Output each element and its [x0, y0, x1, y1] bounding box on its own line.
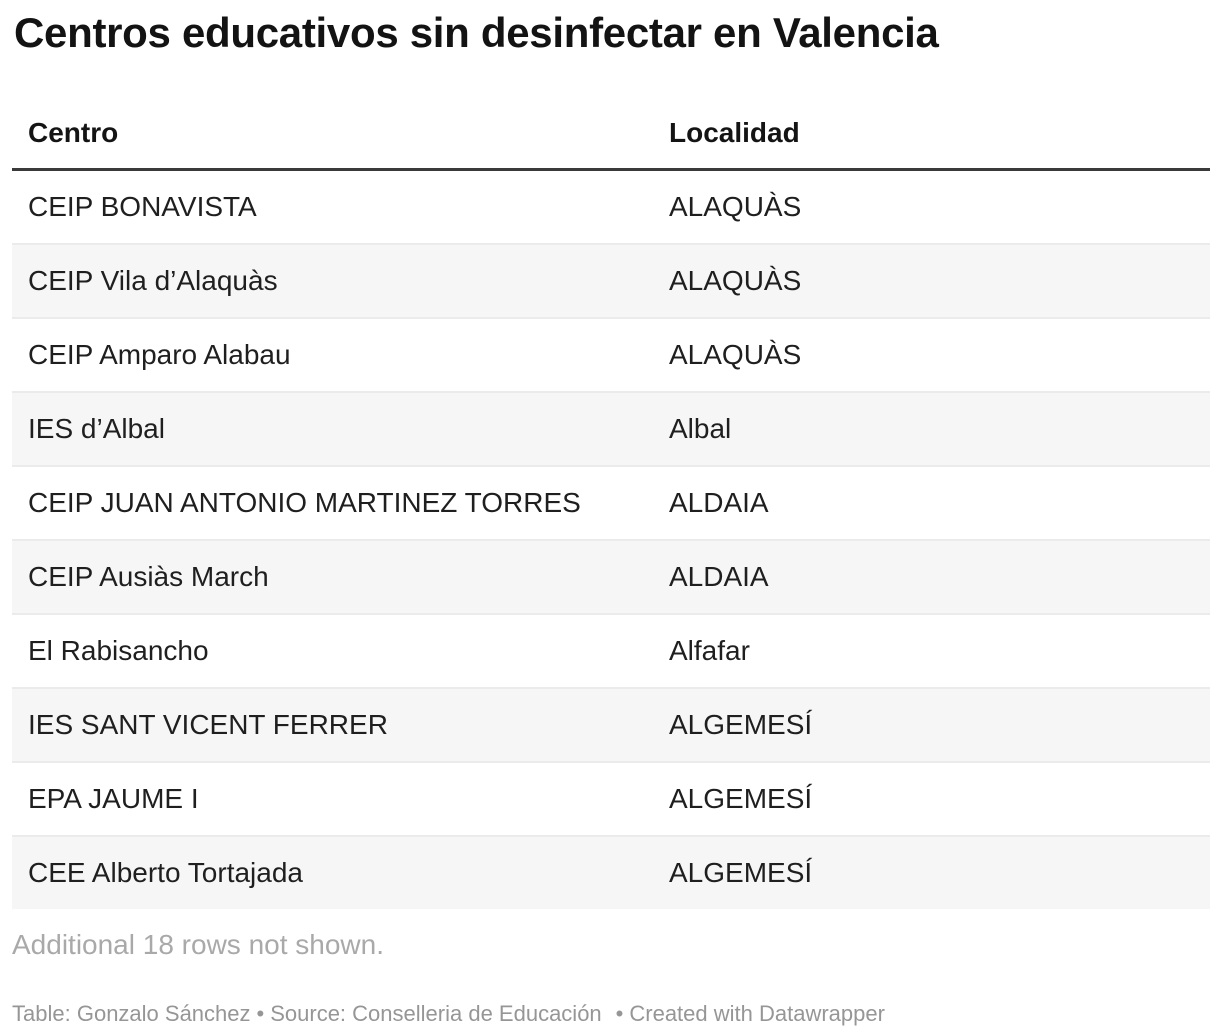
- bullet-separator: •: [256, 1001, 265, 1027]
- footer-credits: Table: Gonzalo Sánchez • Source: Conseller…: [12, 1001, 1210, 1027]
- table-row: IES SANT VICENT FERRER ALGEMESÍ: [12, 687, 1210, 763]
- cell-centro: CEIP BONAVISTA: [28, 191, 257, 223]
- cell-centro: CEIP Vila d’Alaquàs: [12, 243, 653, 319]
- data-table: Centro Localidad CEIP BONAVISTA ALAQUÀS CE…: [12, 88, 1210, 910]
- table-row: IES d’Albal Albal: [12, 391, 1210, 467]
- table-credit-label: Table:: [12, 1001, 71, 1027]
- table-row: El Rabisancho Alfafar: [12, 613, 1210, 689]
- table-row: CEE Alberto Tortajada ALGEMESÍ: [12, 835, 1210, 910]
- table-row: CEIP Amparo Alabau ALAQUÀS: [12, 317, 1210, 393]
- cell-centro: IES d’Albal: [12, 391, 653, 467]
- cell-localidad: ALDAIA: [653, 539, 1210, 615]
- bullet-separator: •: [615, 1001, 624, 1027]
- cell-centro: CEIP Ausiàs March: [12, 539, 653, 615]
- cell-centro: El Rabisancho: [12, 613, 653, 689]
- cell-localidad: Albal: [653, 391, 1210, 467]
- cell-localidad: ALDAIA: [653, 465, 1210, 541]
- cell-centro: CEIP Amparo Alabau: [12, 317, 653, 393]
- truncation-note: Additional 18 rows not shown.: [12, 929, 384, 961]
- table-author: Gonzalo Sánchez: [76, 1001, 251, 1027]
- column-header-localidad: Localidad: [669, 117, 800, 149]
- table-row: EPA JAUME I ALGEMESÍ: [12, 761, 1210, 837]
- header-row: Centro Localidad: [12, 88, 1210, 170]
- cell-localidad: ALGEMESÍ: [653, 687, 1210, 763]
- table-body: CEIP BONAVISTA ALAQUÀS CEIP Vila d’Alaquàs…: [12, 169, 1210, 910]
- table-row: CEIP Ausiàs March ALDAIA: [12, 539, 1210, 615]
- column-header-centro: Centro: [28, 117, 119, 149]
- table-header: Centro Localidad: [12, 88, 1210, 170]
- table-row: CEIP Vila d’Alaquàs ALAQUÀS: [12, 243, 1210, 319]
- cell-centro: CEE Alberto Tortajada: [12, 835, 653, 910]
- cell-localidad: ALAQUÀS: [653, 317, 1210, 393]
- cell-centro: EPA JAUME I: [12, 761, 653, 837]
- cell-localidad: ALAQUÀS: [653, 243, 1210, 319]
- cell-localidad: ALAQUÀS: [669, 191, 802, 223]
- cell-localidad: ALGEMESÍ: [653, 761, 1210, 837]
- table-row: CEIP JUAN ANTONIO MARTINEZ TORRES ALDAIA: [12, 465, 1210, 541]
- source-label: Source:: [270, 1001, 347, 1027]
- chart-title: Centros educativos sin desinfectar en Va…: [14, 9, 939, 56]
- cell-centro: IES SANT VICENT FERRER: [12, 687, 653, 763]
- table-row: CEIP BONAVISTA ALAQUÀS: [12, 169, 1210, 245]
- datawrapper-attribution-link[interactable]: Created with Datawrapper: [629, 1001, 885, 1027]
- source-name: Conselleria de Educación: [352, 1001, 602, 1027]
- cell-localidad: Alfafar: [653, 613, 1210, 689]
- cell-centro: CEIP JUAN ANTONIO MARTINEZ TORRES: [12, 465, 653, 541]
- cell-localidad: ALGEMESÍ: [653, 835, 1210, 910]
